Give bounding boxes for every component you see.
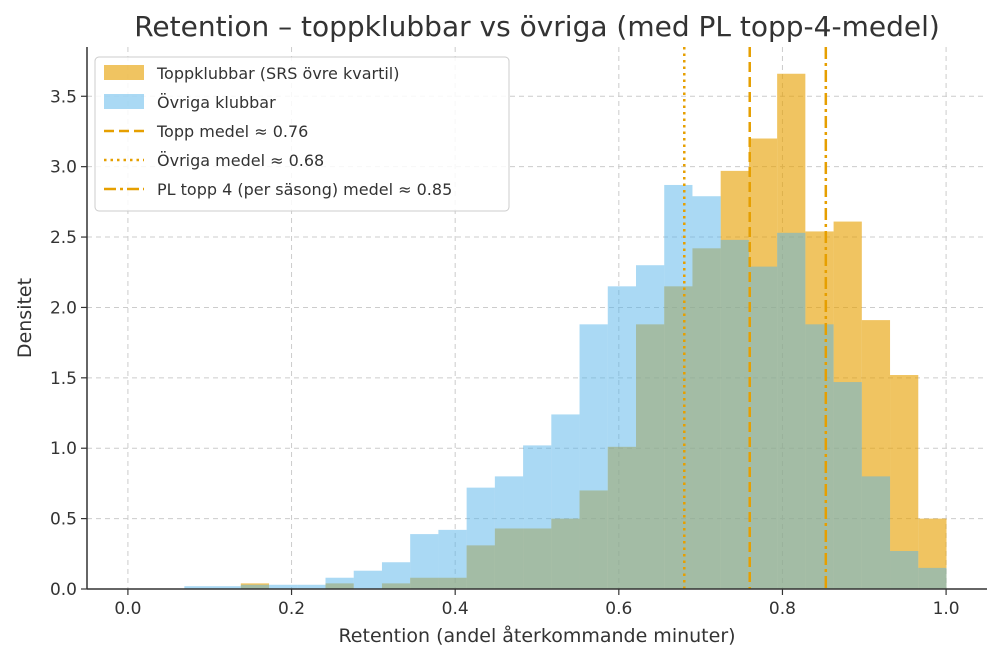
x-tick-label: 0.4 <box>442 599 469 619</box>
bar-ovriga <box>748 266 778 589</box>
bar-ovriga <box>890 550 919 589</box>
bar-ovriga <box>212 586 241 589</box>
y-tick-label: 1.0 <box>50 439 77 459</box>
x-axis-label: Retention (andel återkommande minuter) <box>338 624 735 647</box>
x-tick-label: 0.6 <box>605 599 632 619</box>
bar-ovriga <box>269 584 298 589</box>
legend-label: Toppklubbar (SRS övre kvartil) <box>156 64 399 83</box>
bar-ovriga <box>551 414 580 589</box>
bar-ovriga <box>494 476 524 589</box>
bar-ovriga <box>579 324 608 589</box>
bar-ovriga <box>297 584 326 589</box>
legend: Toppklubbar (SRS övre kvartil) Övriga klu… <box>94 56 510 212</box>
y-tick-label: 0.5 <box>50 510 77 530</box>
y-axis-label: Densitet <box>14 278 36 358</box>
bar-ovriga <box>720 239 749 589</box>
bar-ovriga <box>607 286 636 589</box>
legend-swatch <box>104 65 144 80</box>
legend-swatch <box>104 94 144 109</box>
legend-box <box>94 56 510 212</box>
legend-label: Övriga medel ≈ 0.68 <box>157 151 324 170</box>
axes: 0.0 0.2 0.4 0.6 0.8 1.0 0.0 0.5 1.0 1.5 2.0 2.5 3.0 3… <box>50 47 987 619</box>
bar-ovriga <box>466 487 495 589</box>
bar-ovriga <box>325 577 354 589</box>
mean-lines <box>683 47 828 589</box>
bar-ovriga <box>692 196 721 590</box>
bar-ovriga <box>184 586 213 589</box>
bar-ovriga <box>664 184 693 590</box>
bar-ovriga <box>805 324 834 589</box>
legend-label: Övriga klubbar <box>157 93 276 112</box>
bar-ovriga <box>523 445 552 589</box>
bar-ovriga <box>636 265 665 589</box>
bar-ovriga <box>777 232 806 590</box>
bar-ovriga <box>410 534 439 589</box>
x-tick-label: 0.2 <box>278 599 305 619</box>
bar-ovriga <box>833 382 862 589</box>
y-tick-label: 2.0 <box>50 298 77 318</box>
y-tick-label: 2.5 <box>50 228 77 248</box>
bar-ovriga <box>353 570 382 589</box>
bar-ovriga <box>918 567 947 589</box>
y-tick-label: 3.0 <box>50 158 77 178</box>
bar-ovriga <box>240 584 270 589</box>
bars <box>184 73 947 590</box>
y-tick-label: 3.5 <box>50 87 77 107</box>
x-tick-label: 0.8 <box>769 599 796 619</box>
bar-ovriga <box>381 562 411 589</box>
chart-title: Retention – toppklubbar vs övriga (med P… <box>134 10 940 43</box>
bar-ovriga <box>438 529 467 589</box>
x-tick-label: 1.0 <box>933 599 960 619</box>
y-tick-label: 0.0 <box>50 580 77 600</box>
legend-label: Topp medel ≈ 0.76 <box>156 122 308 141</box>
x-tick-label: 0.0 <box>114 599 141 619</box>
y-tick-label: 1.5 <box>50 369 77 389</box>
legend-label: PL topp 4 (per säsong) medel ≈ 0.85 <box>157 180 452 199</box>
bar-ovriga <box>861 476 891 589</box>
